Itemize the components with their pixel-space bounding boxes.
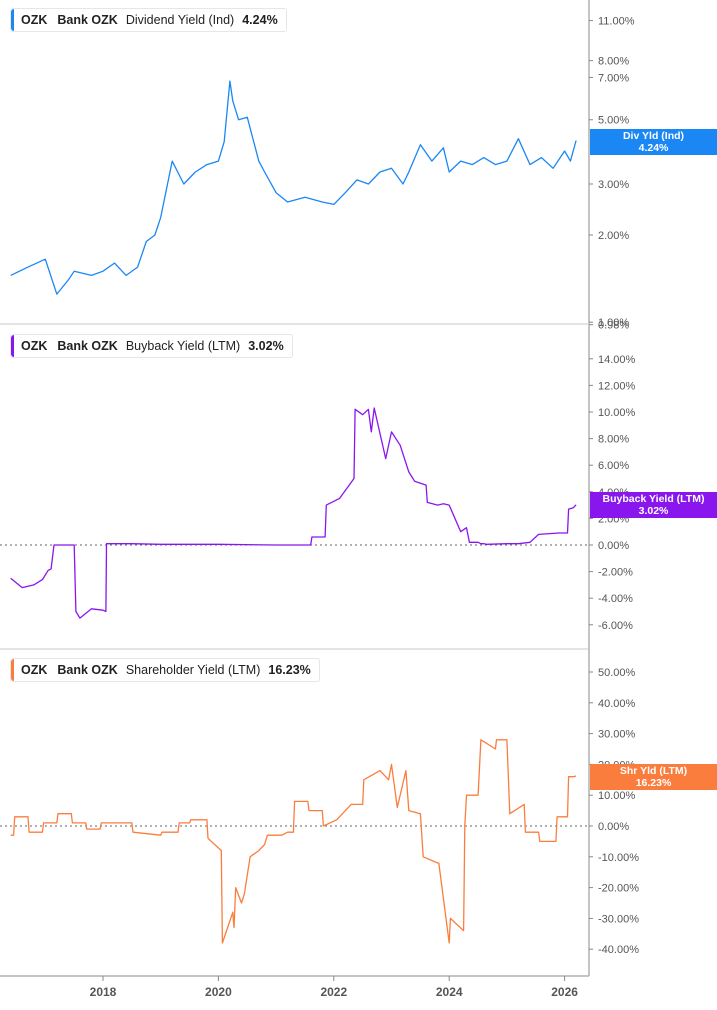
y-tick-label: -6.00% (598, 620, 633, 632)
current-value-tag-shareholder: Shr Yld (LTM) 16.23% (590, 764, 717, 790)
y-tick-label: 40.00% (598, 698, 636, 710)
y-tick-label: -2.00% (598, 567, 633, 579)
y-tick-label: -10.00% (598, 852, 639, 864)
tag-value: 3.02% (638, 505, 669, 517)
y-tick-label: 12.00% (598, 380, 636, 392)
legend-metric: Buyback Yield (LTM) (125, 339, 241, 353)
legend-company: Bank OZK (57, 663, 118, 677)
legend-company: Bank OZK (57, 339, 118, 353)
y-tick-label: -40.00% (598, 944, 639, 956)
x-tick-label: 2026 (551, 985, 578, 999)
series-line-2[interactable] (10, 739, 577, 944)
y-tick-label: 50.00% (598, 667, 636, 679)
x-tick-label: 2022 (320, 985, 347, 999)
current-value-tag-dividend: Div Yld (Ind) 4.24% (590, 129, 717, 155)
series-line-1[interactable] (10, 407, 577, 619)
y-tick-label: 8.00% (598, 434, 629, 446)
y-tick-label: 5.00% (598, 115, 629, 127)
y-tick-label: 1.00% (598, 317, 629, 329)
y-tick-label: -4.00% (598, 593, 633, 605)
y-tick-label: 2.00% (598, 230, 629, 242)
y-tick-label: 7.00% (598, 72, 629, 84)
current-value-tag-buyback: Buyback Yield (LTM) 3.02% (590, 492, 717, 518)
y-tick-label: 3.00% (598, 179, 629, 191)
legend-ticker: OZK (21, 339, 48, 353)
legend-ticker: OZK (21, 663, 48, 677)
x-tick-label: 2020 (205, 985, 232, 999)
legend-value: 16.23% (268, 663, 311, 677)
legend-buyback-yield[interactable]: OZK Bank OZK Buyback Yield (LTM) 3.02% (10, 334, 293, 358)
y-tick-label: 10.00% (598, 790, 636, 802)
tag-label: Div Yld (Ind) (622, 130, 685, 142)
series-color-marker (11, 9, 14, 31)
y-tick-label: 30.00% (598, 729, 636, 741)
y-tick-label: 0.00% (598, 821, 629, 833)
y-tick-label: -20.00% (598, 883, 639, 895)
y-tick-label: 11.00% (598, 16, 635, 28)
y-tick-label: 0.98% (598, 320, 629, 332)
legend-shareholder-yield[interactable]: OZK Bank OZK Shareholder Yield (LTM) 16.… (10, 658, 320, 682)
legend-ticker: OZK (21, 13, 48, 27)
series-color-marker (11, 335, 14, 357)
tag-label: Buyback Yield (LTM) (602, 493, 705, 505)
y-tick-label: 6.00% (598, 460, 629, 472)
legend-metric: Dividend Yield (Ind) (125, 13, 235, 27)
series-line-0[interactable] (10, 80, 577, 295)
legend-metric: Shareholder Yield (LTM) (125, 663, 261, 677)
legend-dividend-yield[interactable]: OZK Bank OZK Dividend Yield (Ind) 4.24% (10, 8, 287, 32)
y-tick-label: 10.00% (598, 407, 636, 419)
y-tick-label: 0.00% (598, 540, 629, 552)
y-tick-label: -30.00% (598, 913, 639, 925)
x-tick-label: 2018 (90, 985, 117, 999)
y-tick-label: 14.00% (598, 354, 636, 366)
tag-value: 4.24% (638, 142, 669, 154)
y-tick-label: 8.00% (598, 56, 629, 68)
legend-value: 4.24% (242, 13, 278, 27)
series-color-marker (11, 659, 14, 681)
tag-value: 16.23% (635, 777, 672, 789)
x-tick-label: 2024 (436, 985, 463, 999)
legend-company: Bank OZK (57, 13, 118, 27)
tag-label: Shr Yld (LTM) (619, 765, 688, 777)
legend-value: 3.02% (248, 339, 284, 353)
